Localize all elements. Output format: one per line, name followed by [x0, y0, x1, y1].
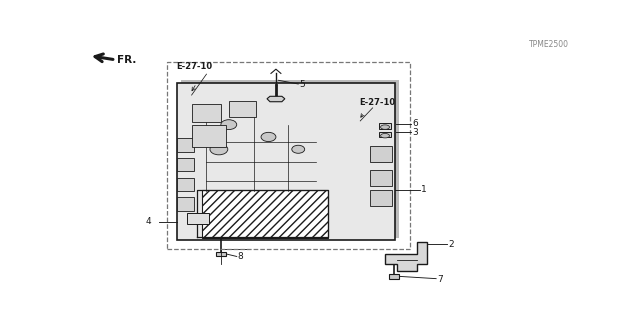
- Text: E-27-10: E-27-10: [177, 62, 213, 71]
- Bar: [177, 178, 194, 191]
- Bar: [177, 158, 194, 172]
- Polygon shape: [385, 242, 428, 271]
- Bar: [202, 190, 328, 238]
- Bar: [379, 124, 391, 129]
- Text: 1: 1: [421, 185, 427, 195]
- Ellipse shape: [292, 145, 305, 153]
- Bar: [370, 170, 392, 186]
- Text: 6: 6: [412, 119, 418, 128]
- Text: 8: 8: [237, 252, 243, 261]
- Bar: [180, 80, 399, 238]
- Ellipse shape: [210, 144, 228, 155]
- Bar: [177, 83, 395, 240]
- Bar: [370, 190, 392, 206]
- Text: 7: 7: [437, 275, 443, 284]
- Text: 2: 2: [448, 240, 454, 249]
- Ellipse shape: [221, 120, 237, 130]
- Ellipse shape: [381, 125, 390, 129]
- Polygon shape: [267, 96, 285, 102]
- Bar: [229, 101, 256, 117]
- Bar: [370, 146, 392, 162]
- Bar: [389, 274, 399, 279]
- Bar: [167, 62, 410, 249]
- Text: E-27-10: E-27-10: [359, 98, 395, 107]
- Text: 4: 4: [145, 218, 151, 227]
- Bar: [191, 124, 227, 147]
- Bar: [187, 213, 209, 224]
- Bar: [379, 132, 391, 138]
- Ellipse shape: [261, 132, 276, 141]
- Bar: [216, 252, 227, 256]
- Text: 3: 3: [412, 128, 418, 137]
- Text: FR.: FR.: [117, 55, 136, 65]
- Ellipse shape: [381, 133, 390, 138]
- Text: 5: 5: [300, 80, 305, 89]
- Text: TPME2500: TPME2500: [529, 40, 568, 49]
- Bar: [177, 138, 194, 152]
- Bar: [177, 197, 194, 211]
- Bar: [191, 104, 221, 122]
